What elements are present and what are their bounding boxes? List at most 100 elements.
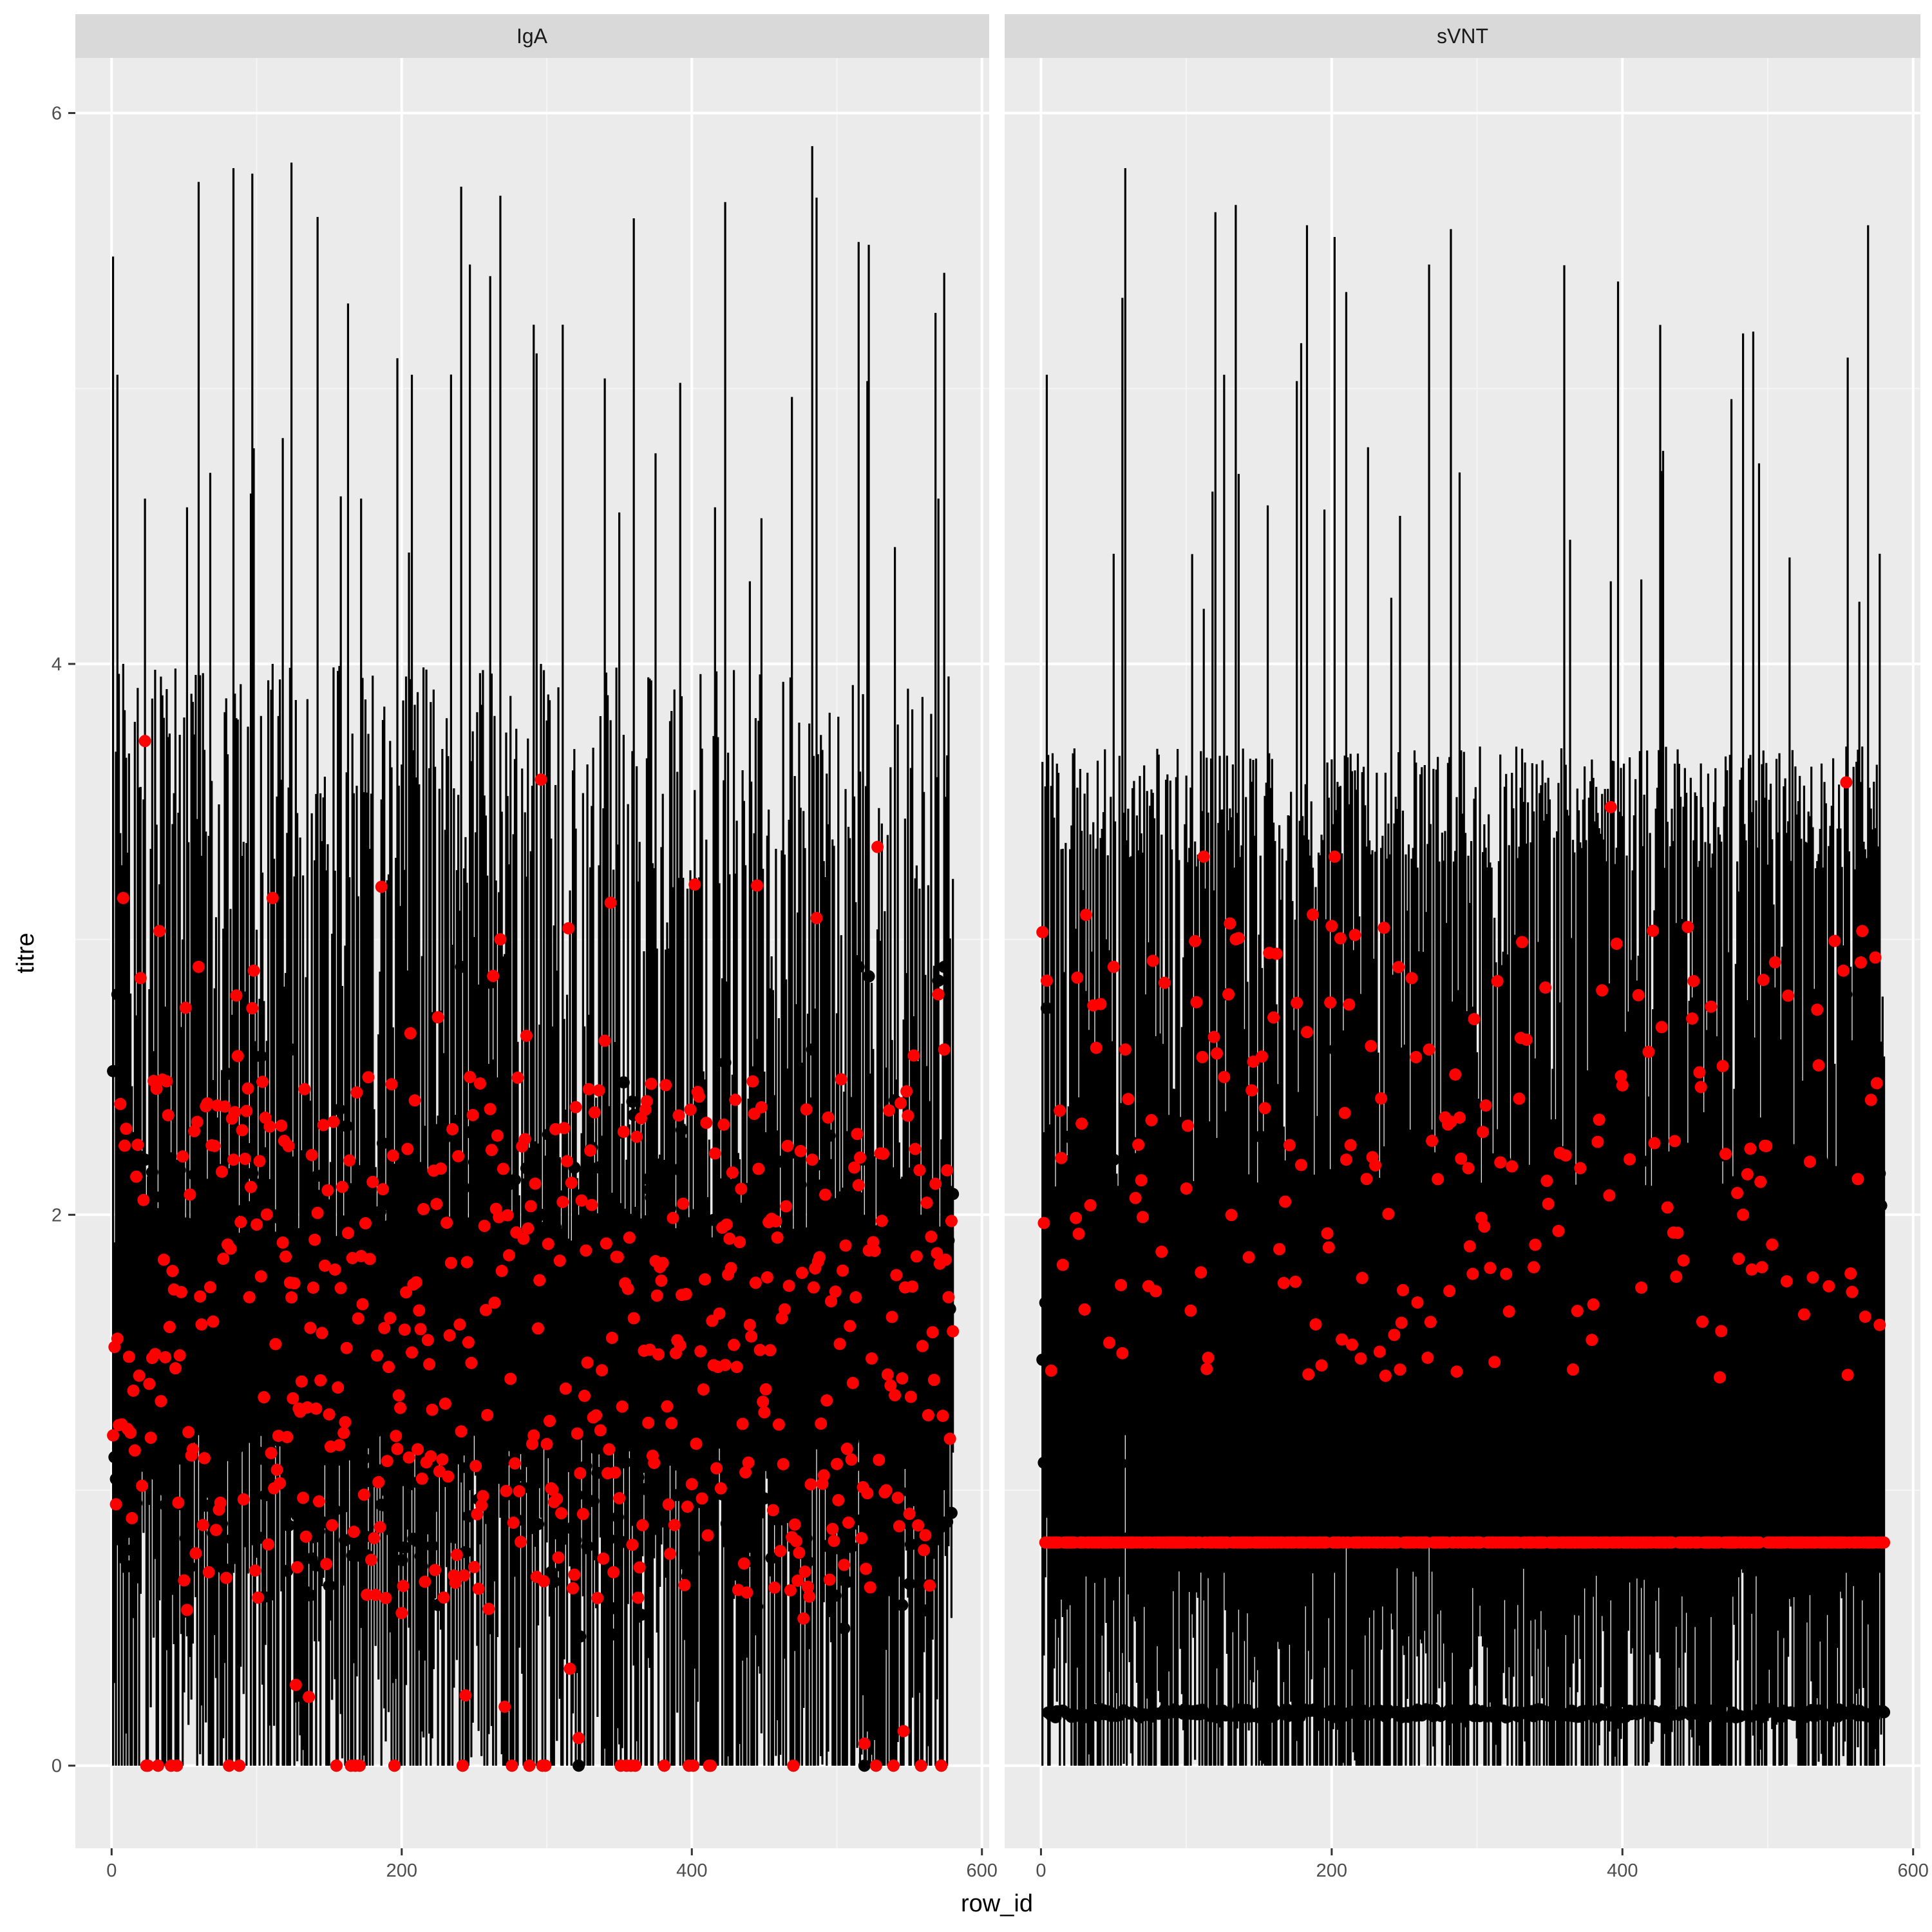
estimate-point bbox=[748, 1491, 761, 1504]
observed-point bbox=[1571, 1305, 1584, 1318]
observed-point bbox=[1648, 1137, 1661, 1150]
observed-point bbox=[932, 988, 945, 1001]
observed-point bbox=[701, 1529, 714, 1542]
observed-point bbox=[316, 1327, 328, 1340]
observed-point bbox=[114, 1097, 127, 1110]
observed-point bbox=[582, 1083, 595, 1095]
observed-point bbox=[1324, 996, 1337, 1009]
observed-point bbox=[1421, 1351, 1434, 1364]
observed-point bbox=[1873, 1318, 1886, 1331]
estimate-point bbox=[823, 1130, 836, 1142]
observed-point bbox=[256, 1075, 269, 1088]
estimate-point bbox=[903, 1577, 916, 1590]
estimate-point bbox=[1693, 1345, 1706, 1358]
estimate-point bbox=[1878, 1706, 1891, 1719]
observed-point bbox=[900, 1085, 913, 1098]
estimate-point bbox=[430, 1369, 443, 1382]
estimate-point bbox=[304, 1589, 317, 1602]
estimate-point bbox=[176, 1320, 189, 1333]
observed-point bbox=[597, 1552, 610, 1565]
estimate-point bbox=[1408, 1141, 1421, 1154]
observed-point bbox=[1854, 956, 1867, 969]
observed-point bbox=[287, 1392, 299, 1405]
observed-point bbox=[251, 1218, 263, 1231]
observed-point bbox=[561, 1155, 574, 1168]
estimate-point bbox=[645, 1191, 658, 1204]
estimate-point bbox=[1848, 1492, 1861, 1505]
observed-point bbox=[1245, 1084, 1258, 1097]
estimate-point bbox=[719, 1056, 732, 1069]
observed-point bbox=[1115, 1279, 1128, 1292]
observed-point bbox=[279, 1250, 292, 1263]
observed-point bbox=[1624, 1153, 1636, 1166]
estimate-point bbox=[1482, 1490, 1495, 1503]
estimate-point bbox=[1584, 1461, 1597, 1473]
observed-point bbox=[668, 1519, 681, 1531]
estimate-point bbox=[632, 1471, 645, 1484]
estimate-point bbox=[281, 1564, 294, 1577]
estimate-point bbox=[283, 1183, 296, 1196]
observed-point bbox=[1273, 1243, 1286, 1256]
observed-point bbox=[714, 1482, 727, 1495]
observed-point bbox=[173, 1349, 186, 1362]
estimate-point bbox=[1064, 1436, 1077, 1449]
observed-point bbox=[202, 1566, 215, 1578]
observed-point bbox=[508, 1457, 521, 1470]
observed-point bbox=[1780, 1275, 1793, 1288]
observed-point bbox=[552, 1551, 565, 1564]
estimate-point bbox=[1553, 1414, 1566, 1426]
observed-point bbox=[803, 1590, 816, 1603]
estimate-point bbox=[173, 1164, 186, 1177]
estimate-point bbox=[1506, 1316, 1519, 1329]
observed-point bbox=[153, 925, 166, 938]
estimate-point bbox=[328, 1504, 341, 1517]
observed-point bbox=[452, 1150, 465, 1162]
observed-point bbox=[1132, 1139, 1145, 1151]
observed-point bbox=[370, 1349, 383, 1362]
observed-point bbox=[1731, 1187, 1744, 1200]
estimate-point bbox=[1706, 1260, 1719, 1273]
observed-point bbox=[1528, 1261, 1540, 1274]
observed-point bbox=[1586, 1334, 1598, 1347]
observed-point bbox=[1084, 1199, 1097, 1212]
estimate-point bbox=[1406, 1389, 1419, 1402]
estimate-point bbox=[942, 1234, 955, 1247]
observed-point bbox=[337, 1426, 350, 1439]
estimate-point bbox=[742, 1540, 755, 1553]
observed-point bbox=[220, 1571, 232, 1584]
observed-point bbox=[1424, 1316, 1437, 1329]
observed-point bbox=[529, 1177, 542, 1190]
estimate-point bbox=[861, 1375, 874, 1388]
observed-point bbox=[757, 1396, 770, 1408]
observed-point bbox=[918, 1544, 931, 1557]
estimate-point bbox=[231, 1441, 244, 1454]
estimate-point bbox=[573, 1759, 585, 1772]
estimate-point bbox=[564, 1267, 576, 1280]
estimate-point bbox=[1083, 1188, 1095, 1201]
observed-point bbox=[1078, 1303, 1091, 1316]
estimate-point bbox=[478, 1240, 491, 1253]
estimate-point bbox=[291, 1502, 304, 1515]
observed-point bbox=[532, 1322, 545, 1335]
estimate-point bbox=[655, 1302, 668, 1314]
estimate-point bbox=[822, 1380, 835, 1393]
observed-point bbox=[426, 1403, 439, 1416]
estimate-point bbox=[1872, 1406, 1885, 1419]
estimate-point bbox=[136, 1291, 149, 1303]
observed-point bbox=[388, 1759, 401, 1772]
observed-point bbox=[478, 1220, 491, 1233]
estimate-point bbox=[191, 1303, 204, 1316]
observed-point bbox=[437, 1591, 450, 1604]
estimate-point bbox=[684, 1519, 697, 1531]
observed-point bbox=[804, 1478, 817, 1491]
estimate-point bbox=[581, 1540, 594, 1553]
observed-point bbox=[1806, 1271, 1819, 1284]
estimate-point bbox=[1087, 1159, 1100, 1172]
observed-point bbox=[107, 1429, 120, 1442]
estimate-point bbox=[1183, 1247, 1196, 1260]
observed-point bbox=[1356, 1271, 1368, 1284]
estimate-point bbox=[1279, 1170, 1292, 1183]
observed-point bbox=[127, 1384, 140, 1397]
estimate-point bbox=[1803, 1204, 1816, 1217]
observed-point bbox=[1529, 1238, 1542, 1251]
